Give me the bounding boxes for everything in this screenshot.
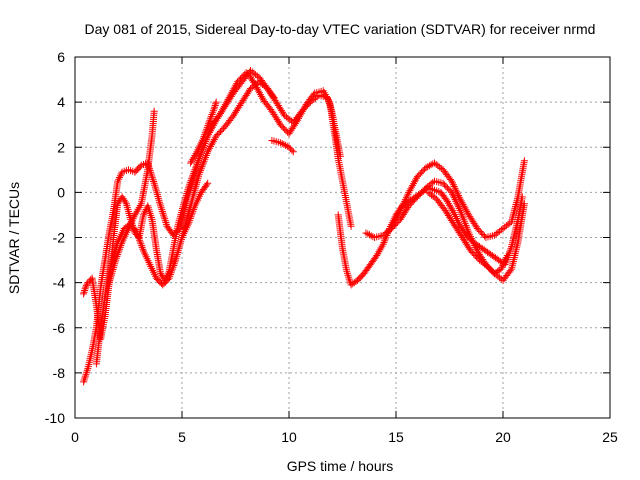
x-tick-label: 10 xyxy=(281,429,297,445)
satellite-track-11 xyxy=(424,188,511,278)
y-tick-label: -8 xyxy=(53,365,66,381)
y-axis-label: SDTVAR / TECUs xyxy=(6,182,22,294)
chart-title: Day 081 of 2015, Sidereal Day-to-day VTE… xyxy=(85,21,596,37)
satellite-track-7-markers xyxy=(268,137,297,156)
satellite-track-5 xyxy=(178,78,278,241)
x-tick-label: 15 xyxy=(388,429,404,445)
x-tick-label: 25 xyxy=(602,429,618,445)
x-tick-label: 0 xyxy=(71,429,79,445)
y-tick-label: -6 xyxy=(53,320,66,336)
satellite-track-6-markers xyxy=(187,98,220,167)
y-tick-label: 2 xyxy=(57,139,65,155)
x-axis-label: GPS time / hours xyxy=(287,458,394,474)
axis-tick-labels: 0 5 10 15 20 25 -10 -8 -6 -4 -2 0 2 4 6 xyxy=(45,49,618,445)
data-markers xyxy=(80,67,528,386)
y-tick-label: -2 xyxy=(53,230,66,246)
satellite-track-11-markers xyxy=(424,188,511,278)
y-tick-label: 4 xyxy=(57,94,65,110)
y-tick-label: -10 xyxy=(45,410,65,426)
satellite-track-7 xyxy=(268,137,297,156)
x-tick-label: 5 xyxy=(178,429,186,445)
y-tick-label: 0 xyxy=(57,184,65,200)
satellite-track-5-markers xyxy=(178,78,278,241)
y-tick-label: -4 xyxy=(53,275,66,291)
y-tick-label: 6 xyxy=(57,49,65,65)
satellite-track-6 xyxy=(187,98,220,167)
x-tick-label: 20 xyxy=(495,429,511,445)
axis-ticks xyxy=(74,56,611,419)
satellite-track-4-markers xyxy=(105,107,158,287)
satellite-track-4 xyxy=(105,107,158,287)
